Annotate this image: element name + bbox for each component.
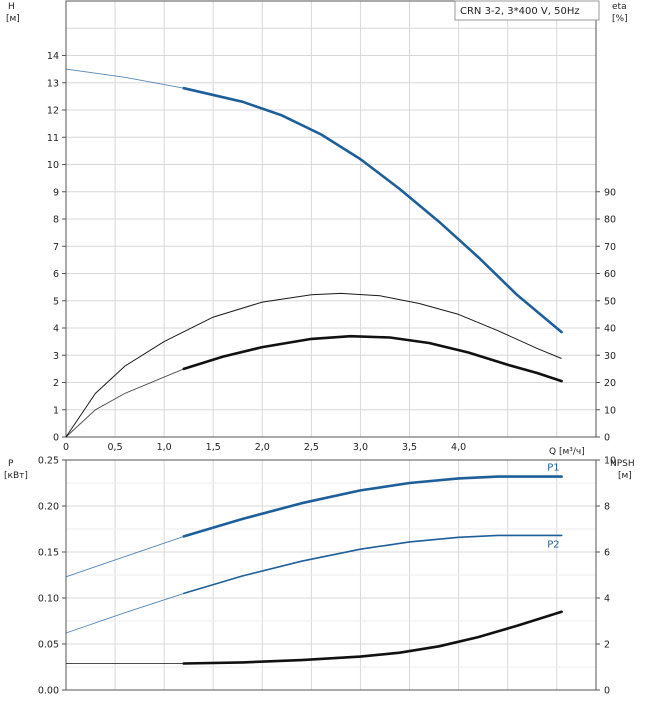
- right-tick-label: 90: [604, 187, 616, 198]
- left-tick-label: 0: [53, 433, 59, 444]
- npsh-axis-label: NPSH: [610, 459, 635, 469]
- right-tick-label: 80: [604, 215, 616, 226]
- left-tick-label: 1: [53, 405, 59, 416]
- right-tick-label: 8: [604, 502, 610, 513]
- right-tick-label: 0: [604, 433, 610, 444]
- series-line-extension-power-npsh-1: [65, 592, 184, 634]
- efficiency-axis-label: eta: [612, 2, 627, 12]
- chart-title: CRN 3-2, 3*400 V, 50Hz: [460, 6, 580, 17]
- left-tick-label: 0.00: [38, 686, 59, 697]
- right-tick-label: 20: [604, 378, 616, 389]
- series-line-power-npsh-1: [183, 534, 563, 595]
- series-line-extension-power-npsh-0: [65, 535, 184, 578]
- series-line-head-efficiency-2: [182, 334, 563, 383]
- series-line-head-efficiency-1: [65, 292, 562, 438]
- left-tick-label: 4: [53, 324, 59, 335]
- left-tick-label: 13: [47, 78, 59, 89]
- right-tick-label: 10: [604, 405, 616, 416]
- right-tick-label: 60: [604, 269, 616, 280]
- x-tick-label: 0,5: [108, 442, 123, 453]
- series-line-power-npsh-0: [182, 475, 563, 538]
- left-tick-label: 14: [47, 51, 59, 62]
- right-tick-label: 70: [604, 242, 616, 253]
- right-tick-label: 10: [604, 456, 616, 467]
- efficiency-axis-unit: [%]: [612, 14, 628, 24]
- x-tick-label: 1,5: [206, 442, 221, 453]
- series-line-head-efficiency-0: [182, 86, 563, 334]
- right-tick-label: 4: [604, 594, 610, 605]
- series-label-p1: P1: [547, 463, 559, 474]
- left-tick-label: 0.15: [38, 548, 59, 559]
- left-tick-label: 6: [53, 269, 59, 280]
- left-tick-label: 11: [47, 133, 59, 144]
- series-line-power-npsh-2: [182, 610, 563, 665]
- power-axis-unit: [кВт]: [4, 471, 28, 481]
- left-tick-label: 12: [47, 106, 59, 117]
- x-tick-label: 4,0: [451, 442, 466, 453]
- left-tick-label: 3: [53, 351, 59, 362]
- x-tick-label: 2,5: [304, 442, 319, 453]
- series-line-extension-head-efficiency-0: [65, 68, 184, 89]
- right-tick-label: 0: [604, 686, 610, 697]
- right-tick-label: 50: [604, 296, 616, 307]
- right-tick-label: 2: [604, 640, 610, 651]
- power-axis-label: P: [8, 459, 14, 469]
- left-tick-label: 0.25: [38, 456, 59, 467]
- x-tick-label: 2,0: [255, 442, 270, 453]
- left-tick-label: 5: [53, 296, 59, 307]
- x-tick-label: 0: [63, 442, 69, 453]
- series-label-p2: P2: [547, 539, 559, 550]
- head-axis-unit: [м]: [6, 14, 20, 24]
- plot-frame-power-npsh: [65, 459, 597, 691]
- left-tick-label: 9: [53, 187, 59, 198]
- x-tick-label: 3,0: [353, 442, 368, 453]
- left-tick-label: 7: [53, 242, 59, 253]
- title-box: [454, 0, 600, 21]
- left-tick-label: 0.05: [38, 640, 59, 651]
- left-tick-label: 2: [53, 378, 59, 389]
- right-tick-label: 40: [604, 324, 616, 335]
- flow-axis-label: Q [м³/ч]: [549, 447, 585, 457]
- npsh-axis-unit: [м]: [618, 471, 632, 481]
- right-tick-label: 6: [604, 548, 610, 559]
- series-line-extension-head-efficiency-2: [65, 368, 184, 438]
- left-tick-label: 8: [53, 215, 59, 226]
- left-tick-label: 0.10: [38, 594, 59, 605]
- left-tick-label: 0.20: [38, 502, 59, 513]
- x-tick-label: 1,0: [157, 442, 172, 453]
- right-tick-label: 30: [604, 351, 616, 362]
- left-tick-label: 10: [47, 160, 59, 171]
- head-axis-label: H: [8, 2, 15, 12]
- x-tick-label: 3,5: [402, 442, 417, 453]
